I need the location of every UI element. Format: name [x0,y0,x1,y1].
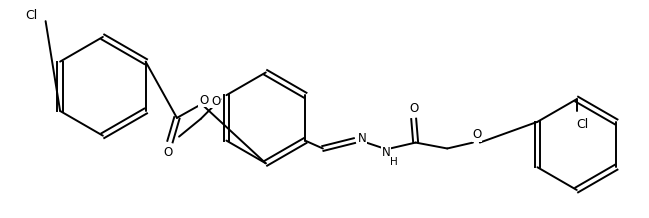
Text: O: O [164,146,173,159]
Text: H: H [390,157,398,167]
Text: O: O [472,128,482,141]
Text: Cl: Cl [26,9,38,22]
Text: O: O [199,94,208,107]
Text: N: N [382,146,391,159]
Text: Cl: Cl [576,118,589,131]
Text: N: N [358,132,367,145]
Text: O: O [211,95,220,108]
Text: O: O [409,102,419,114]
